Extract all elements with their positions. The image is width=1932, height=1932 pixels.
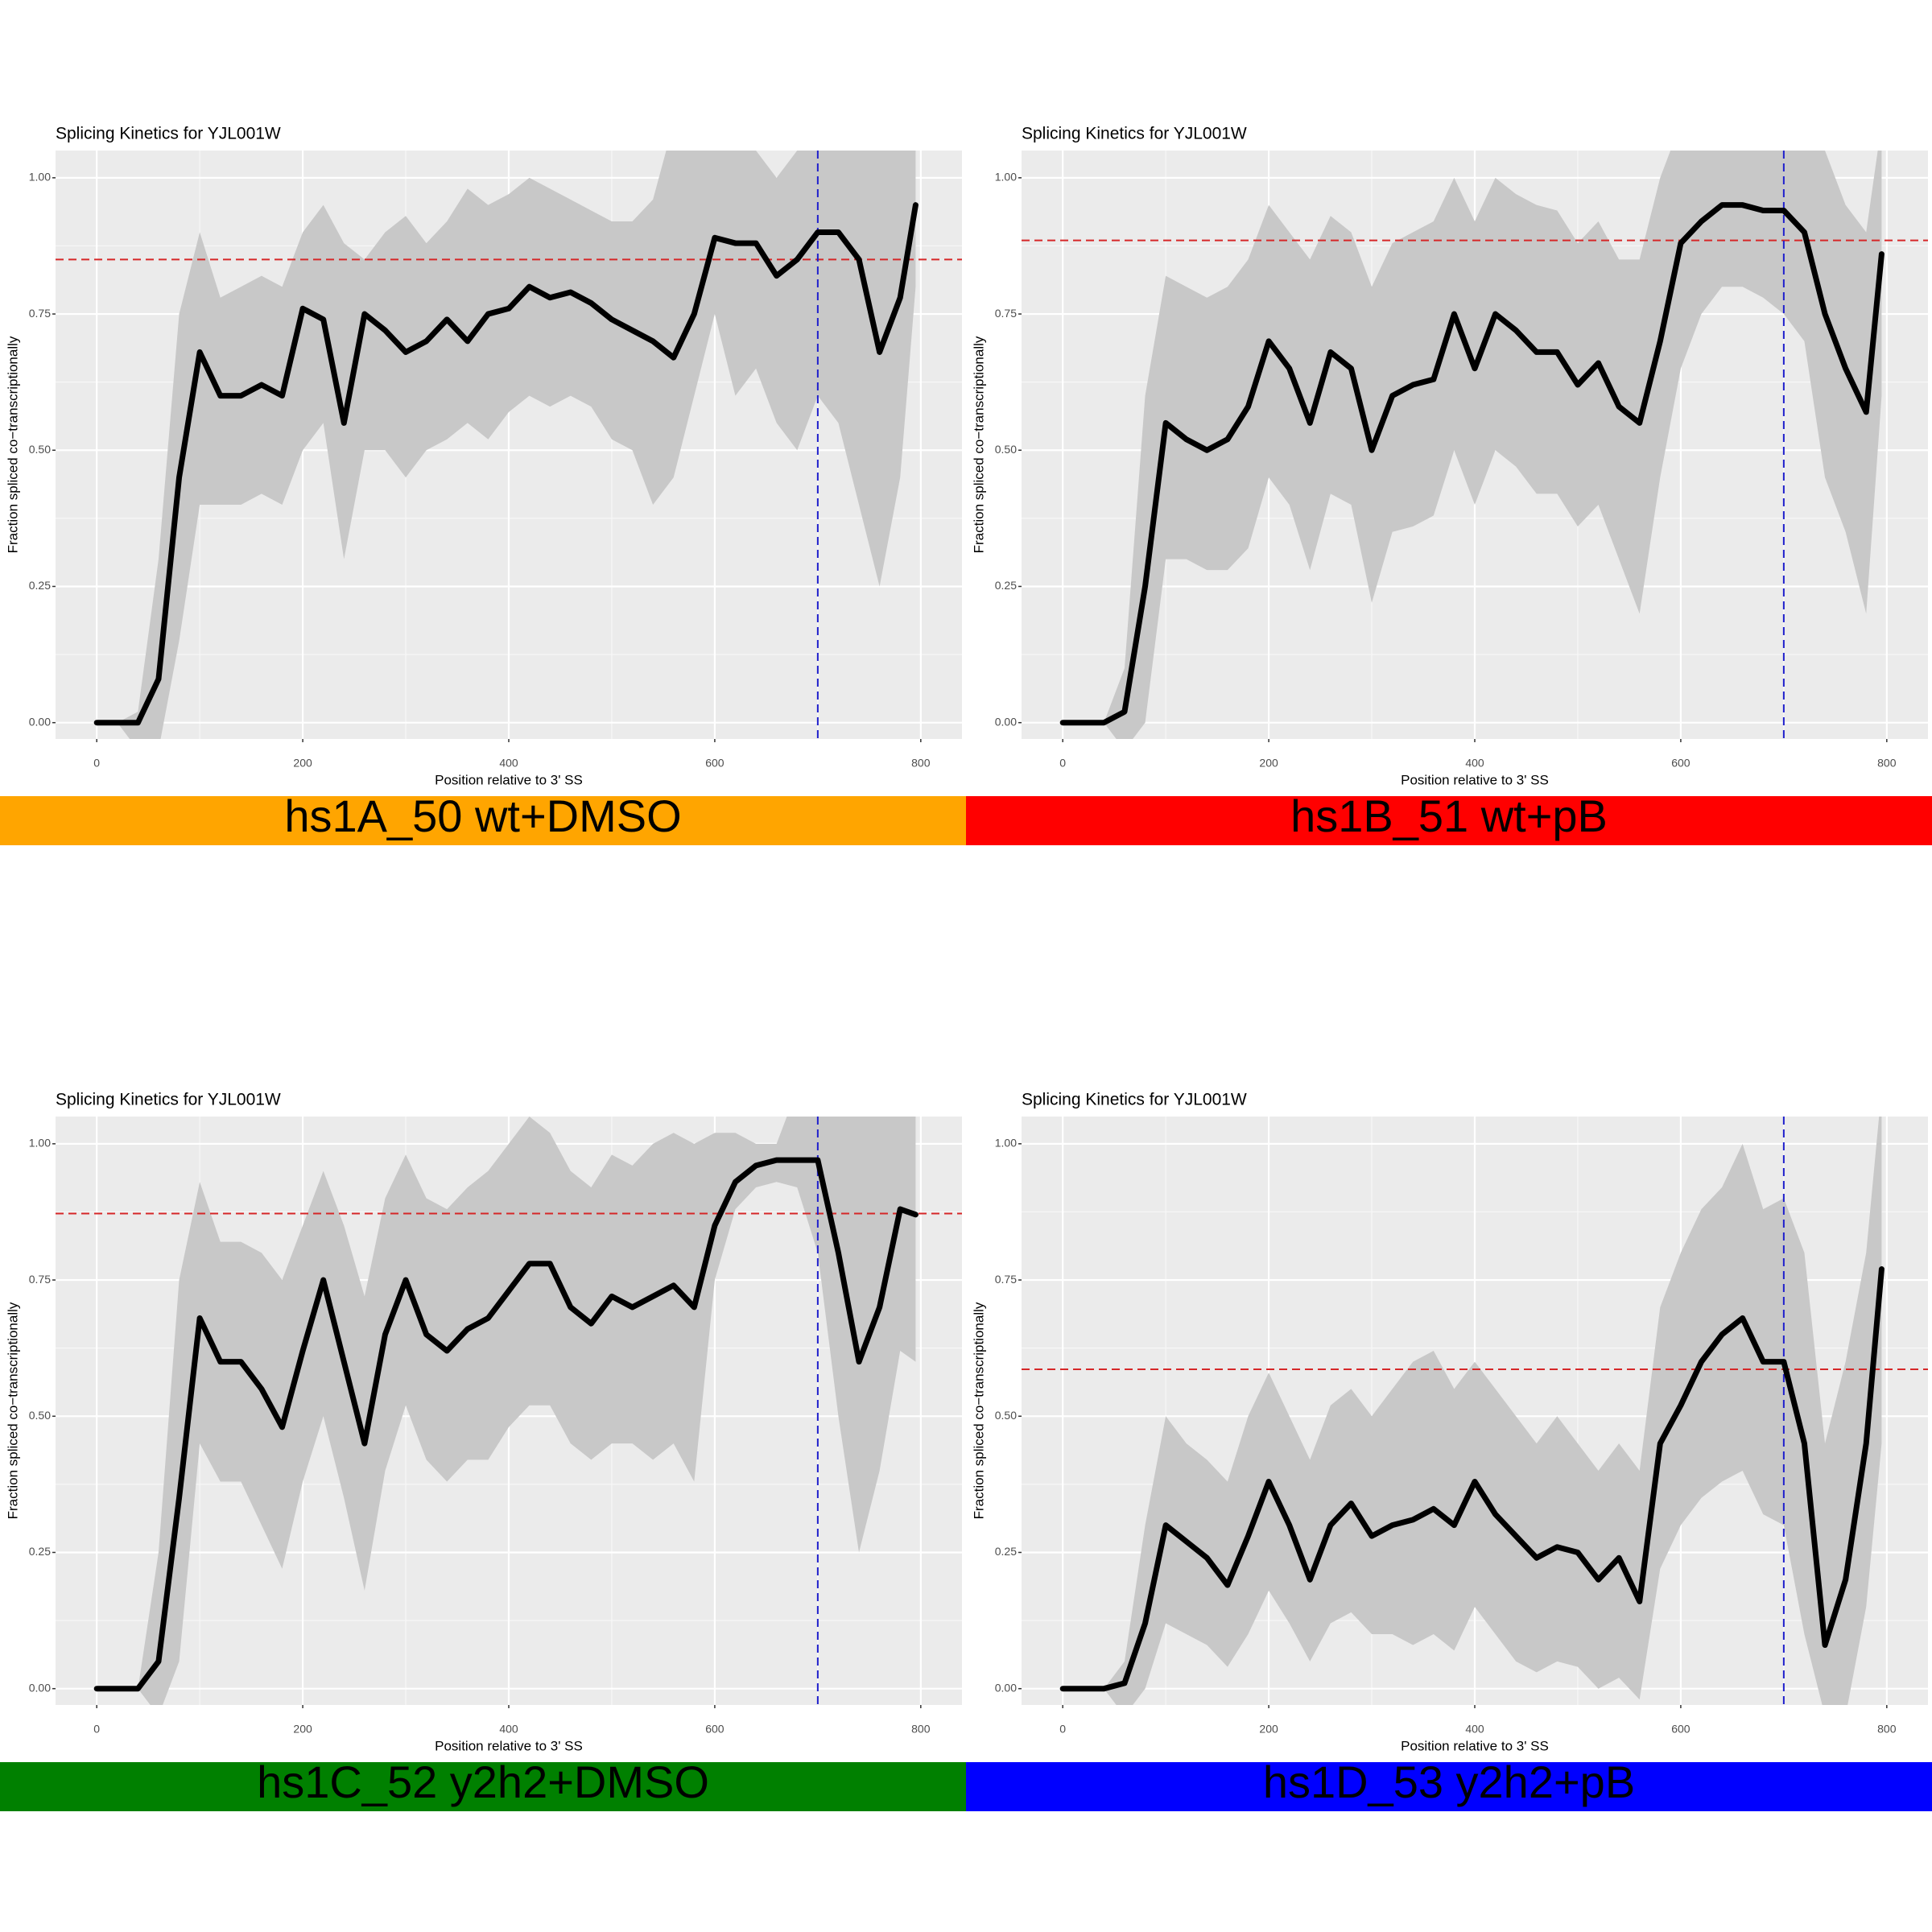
x-tick-label: 800 [1877,757,1897,770]
chart-panel: Splicing Kinetics for YJL001W 0.00 0.25 0.5… [0,1091,966,1811]
x-tick-label: 200 [1259,757,1278,770]
panel-label: hs1A_50 wt+DMSO [284,791,681,841]
plot-data [1022,151,1928,739]
data-line [93,202,919,726]
x-tick-label: 200 [1259,1723,1278,1736]
x-tick-label: 0 [1059,1723,1066,1736]
x-tick-label: 0 [93,757,100,770]
panel-label: hs1B_51 wt+pB [1290,791,1608,841]
panel-banner [0,796,966,845]
x-tick-label: 600 [705,1723,724,1736]
panel-label: hs1D_53 y2h2+pB [1263,1757,1635,1807]
y-tick-label: 0.25 [29,579,51,592]
confidence-band [97,1117,916,1705]
panel-banner [0,1762,966,1811]
confidence-band [1063,151,1882,739]
y-axis-label: Fraction spliced co−transcriptionally [5,1302,20,1519]
x-tick-label: 400 [499,1723,518,1736]
y-tick-label: 1.00 [995,1137,1017,1150]
x-tick-label: 600 [1671,757,1690,770]
x-tick-label: 0 [93,1723,100,1736]
plot-data [1022,1117,1928,1705]
x-tick-label: 800 [911,757,931,770]
y-axis-label: Fraction spliced co−transcriptionally [971,336,986,553]
y-tick-label: 0.00 [995,715,1017,728]
chart-panel: Splicing Kinetics for YJL001W 0.00 0.25 0.5… [0,125,966,845]
panel-banner [966,796,1932,845]
x-tick-label: 600 [1671,1723,1690,1736]
y-tick-label: 0.00 [29,715,51,728]
y-tick-label: 0.75 [29,1273,51,1286]
x-tick-label: 200 [293,757,312,770]
x-tick-label: 0 [1059,757,1066,770]
y-tick-label: 0.00 [995,1681,1017,1694]
x-tick-label: 800 [1877,1723,1897,1736]
y-axis-label: Fraction spliced co−transcriptionally [971,1302,986,1519]
data-line [1059,202,1885,726]
x-tick-label: 400 [1465,1723,1484,1736]
x-axis-label: Position relative to 3' SS [435,1738,583,1753]
x-tick-label: 800 [911,1723,931,1736]
panel-banner [966,1762,1932,1811]
x-tick-label: 400 [499,757,518,770]
y-tick-label: 0.50 [995,443,1017,456]
x-axis-label: Position relative to 3' SS [1401,1738,1549,1753]
plot-data [56,1117,962,1705]
x-tick-label: 600 [705,757,724,770]
y-tick-label: 0.00 [29,1681,51,1694]
y-tick-label: 0.75 [995,307,1017,320]
y-tick-label: 0.50 [995,1409,1017,1422]
y-tick-label: 0.50 [29,443,51,456]
y-tick-label: 0.25 [29,1545,51,1558]
x-axis-label: Position relative to 3' SS [435,772,583,787]
y-axis-label: Fraction spliced co−transcriptionally [5,336,20,553]
confidence-band [1063,1117,1882,1705]
chart-title: Splicing Kinetics for YJL001W [56,125,281,143]
x-tick-label: 200 [293,1723,312,1736]
chart-panel: Splicing Kinetics for YJL001W 0.00 0.25 0.5… [966,1091,1932,1811]
x-axis-label: Position relative to 3' SS [1401,772,1549,787]
chart-panel: Splicing Kinetics for YJL001W 0.00 0.25 0.5… [966,125,1932,845]
chart-title: Splicing Kinetics for YJL001W [1022,125,1247,143]
plot-data [56,151,962,739]
y-tick-label: 0.25 [995,579,1017,592]
y-tick-label: 0.25 [995,1545,1017,1558]
y-tick-label: 1.00 [29,1137,51,1150]
confidence-band [97,151,916,739]
chart-title: Splicing Kinetics for YJL001W [1022,1091,1247,1109]
data-line [1059,1266,1885,1692]
x-tick-label: 400 [1465,757,1484,770]
data-line [93,1157,919,1692]
chart-title: Splicing Kinetics for YJL001W [56,1091,281,1109]
y-tick-label: 1.00 [29,171,51,184]
y-tick-label: 1.00 [995,171,1017,184]
y-tick-label: 0.50 [29,1409,51,1422]
y-tick-label: 0.75 [995,1273,1017,1286]
panel-label: hs1C_52 y2h2+DMSO [257,1757,709,1807]
y-tick-label: 0.75 [29,307,51,320]
